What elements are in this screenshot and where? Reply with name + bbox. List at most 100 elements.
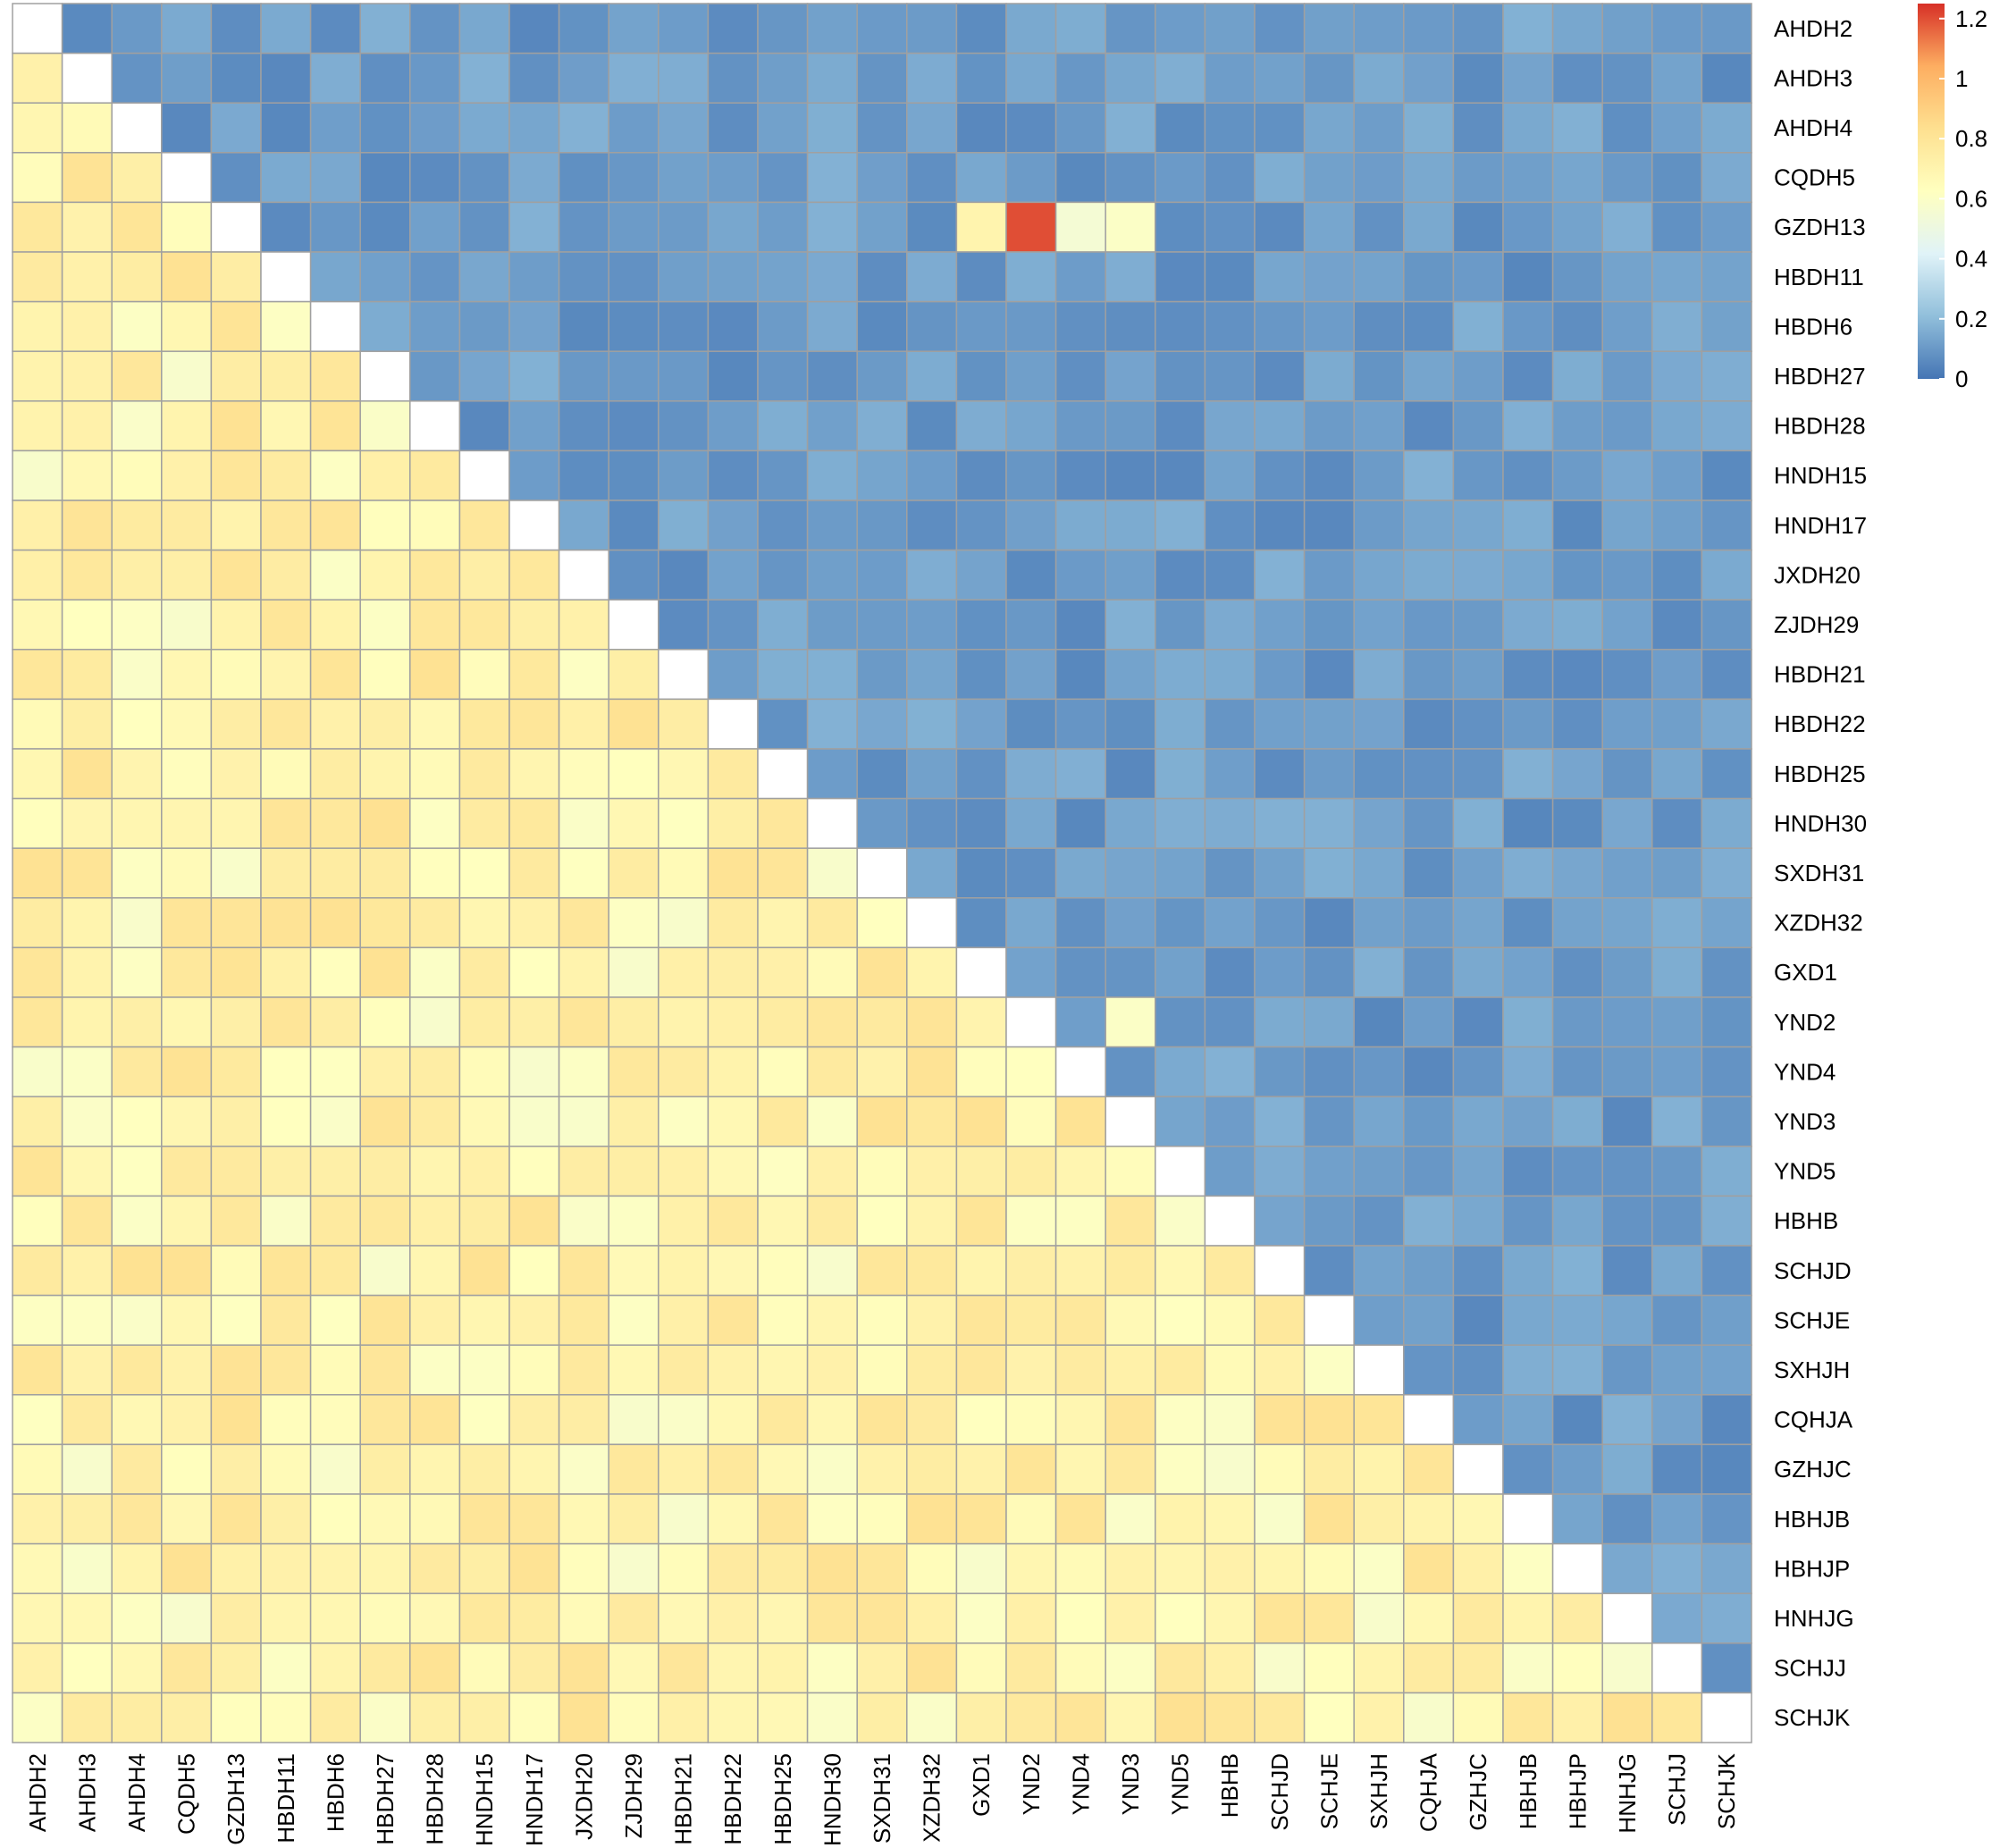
heatmap-cell — [806, 1692, 858, 1743]
heatmap-cell — [707, 1096, 759, 1147]
heatmap-cell — [1254, 996, 1306, 1048]
heatmap-cell — [608, 996, 659, 1048]
heatmap-cell — [658, 350, 710, 402]
heatmap-cell — [558, 599, 609, 651]
heatmap-cell — [608, 52, 659, 104]
heatmap-cell — [856, 52, 908, 104]
heatmap-cell — [558, 1096, 609, 1147]
heatmap-cell — [1601, 1245, 1653, 1297]
heatmap-cell — [707, 1344, 759, 1396]
heatmap-cell — [1353, 748, 1405, 800]
heatmap-cell — [1403, 152, 1455, 204]
heatmap-cell — [161, 1443, 213, 1495]
heatmap-cell — [1155, 1294, 1206, 1346]
heatmap-cell — [1005, 1245, 1057, 1297]
heatmap-cell — [161, 996, 213, 1048]
heatmap-cell — [1155, 1245, 1206, 1297]
heatmap-cell — [1701, 1493, 1752, 1545]
heatmap-cell — [1105, 300, 1156, 352]
row-label: AHDH4 — [1774, 114, 1852, 141]
row-label: HBDH28 — [1774, 413, 1866, 440]
heatmap-cell — [955, 201, 1007, 253]
heatmap-cell — [1701, 748, 1752, 800]
heatmap-cell — [111, 946, 163, 998]
heatmap-cell — [1005, 996, 1057, 1048]
heatmap-cell — [1054, 847, 1106, 899]
heatmap-cell — [1353, 1394, 1405, 1446]
heatmap-cell — [1353, 847, 1405, 899]
heatmap-cell — [1105, 946, 1156, 998]
heatmap-cell — [260, 1344, 312, 1396]
heatmap-cell — [906, 300, 958, 352]
heatmap-cell — [608, 649, 659, 701]
heatmap-cell — [210, 1493, 262, 1545]
heatmap-cell — [707, 1394, 759, 1446]
heatmap-cell — [757, 52, 809, 104]
heatmap-cell — [210, 1245, 262, 1297]
heatmap-cell — [111, 1592, 163, 1644]
heatmap-cell — [1254, 251, 1306, 303]
heatmap-cell — [1452, 797, 1504, 849]
heatmap-cell — [1005, 946, 1057, 998]
heatmap-cell — [955, 1245, 1007, 1297]
heatmap-cell — [1204, 549, 1256, 601]
heatmap-cell — [111, 1046, 163, 1097]
heatmap-cell — [906, 152, 958, 204]
heatmap-cell — [1353, 1096, 1405, 1147]
heatmap-cell — [61, 300, 113, 352]
heatmap-cell — [955, 1443, 1007, 1495]
row-label: HBHB — [1774, 1207, 1838, 1234]
heatmap-cell — [707, 400, 759, 452]
heatmap-cell — [12, 152, 63, 204]
row-label: CQHJA — [1774, 1407, 1853, 1433]
row-label: HNHJG — [1774, 1605, 1854, 1632]
heatmap-cell — [12, 1493, 63, 1545]
heatmap-cell — [1502, 748, 1554, 800]
heatmap-cell — [1254, 847, 1306, 899]
heatmap-cell — [856, 1394, 908, 1446]
heatmap-cell — [806, 1046, 858, 1097]
heatmap-cell — [955, 748, 1007, 800]
heatmap-cell — [458, 1592, 510, 1644]
heatmap-cell — [1651, 897, 1703, 949]
heatmap-cell — [1054, 748, 1106, 800]
heatmap-cell — [1601, 449, 1653, 501]
heatmap-cell — [658, 1294, 710, 1346]
heatmap-cells — [12, 3, 1752, 1743]
heatmap-cell — [1155, 1195, 1206, 1247]
heatmap-cell — [955, 1642, 1007, 1694]
heatmap-cell — [309, 897, 361, 949]
heatmap-cell — [856, 748, 908, 800]
heatmap-cell — [707, 152, 759, 204]
heatmap-cell — [1502, 1443, 1554, 1495]
heatmap-cell — [161, 797, 213, 849]
heatmap-cell — [161, 1592, 213, 1644]
heatmap-cell — [856, 1642, 908, 1694]
heatmap-cell — [61, 1542, 113, 1594]
heatmap-cell — [1054, 996, 1106, 1048]
heatmap-cell — [12, 500, 63, 551]
heatmap-cell — [1403, 996, 1455, 1048]
heatmap-cell — [1254, 1493, 1306, 1545]
heatmap-cell — [806, 102, 858, 154]
heatmap-cell — [757, 102, 809, 154]
heatmap-cell — [508, 102, 560, 154]
colorbar: 0 0.2 0.4 0.6 0.8 1 1.2 — [1918, 4, 1987, 392]
heatmap-cell — [210, 1394, 262, 1446]
heatmap-cell — [658, 1195, 710, 1247]
heatmap-cell — [1502, 1096, 1554, 1147]
heatmap-cell — [1701, 1592, 1752, 1644]
heatmap-cell — [409, 500, 461, 551]
colorbar-tick-label: 0.8 — [1955, 125, 1987, 152]
heatmap-cell — [508, 1493, 560, 1545]
heatmap-cell — [1105, 1542, 1156, 1594]
heatmap-cell — [955, 1195, 1007, 1247]
heatmap-cell — [409, 1344, 461, 1396]
heatmap-cell — [1204, 996, 1256, 1048]
heatmap-cell — [1254, 1096, 1306, 1147]
heatmap-cell — [707, 698, 759, 750]
heatmap-cell — [161, 1096, 213, 1147]
heatmap-cell — [12, 698, 63, 750]
heatmap-cell — [558, 797, 609, 849]
heatmap-cell — [1701, 1195, 1752, 1247]
